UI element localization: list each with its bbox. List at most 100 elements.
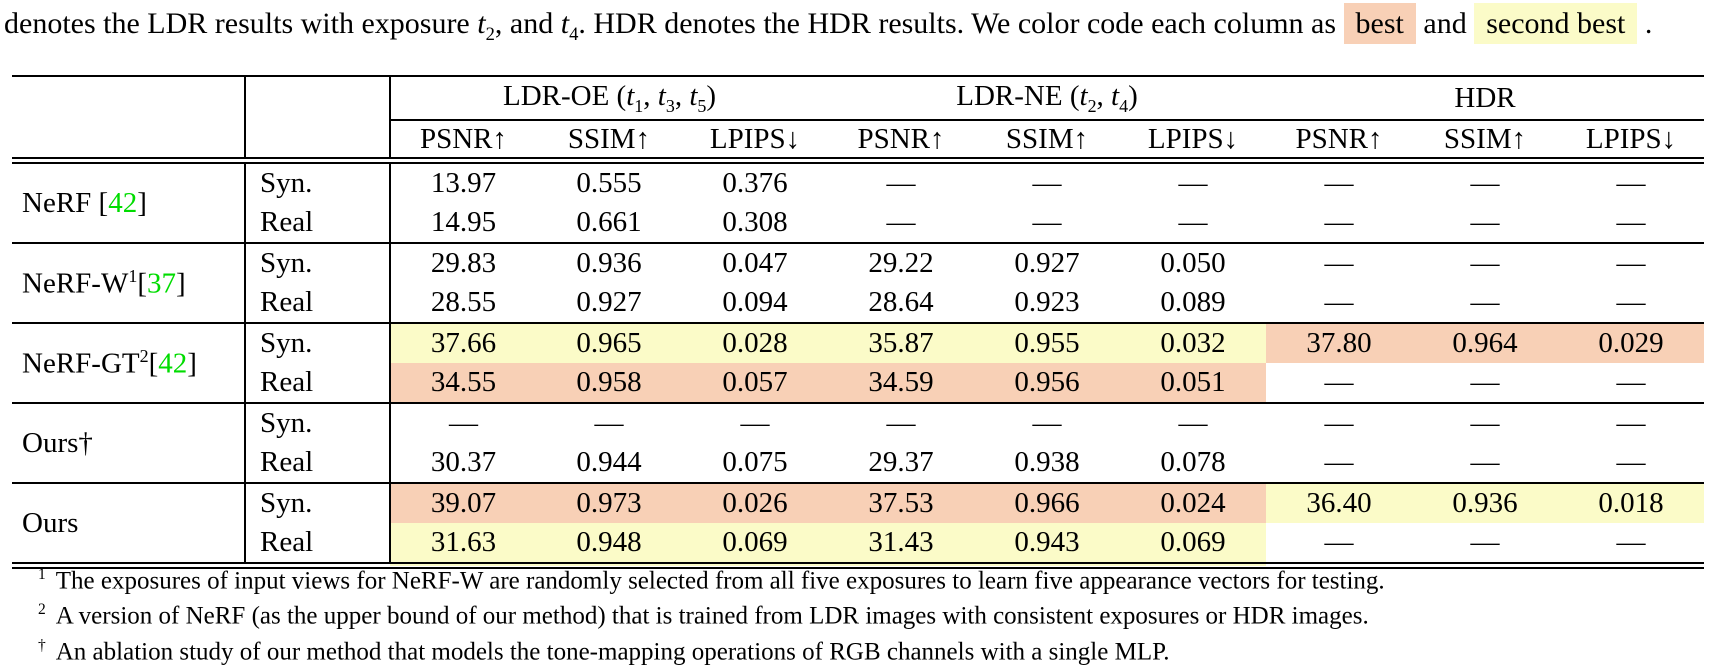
footnote: 2 A version of NeRF (as the upper bound o… (38, 595, 1385, 630)
metric-header: SSIM↑ (974, 120, 1121, 164)
text-run: , (1096, 79, 1112, 112)
value-cell: 0.376 (722, 167, 788, 199)
value-cell: — (1032, 167, 1062, 199)
value-cell: 0.661 (576, 206, 642, 238)
value-cell: 0.047 (682, 242, 829, 283)
value-cell: 34.59 (828, 363, 975, 403)
value-cell: 0.069 (682, 523, 829, 566)
math-variable: t (1079, 79, 1088, 112)
value-cell: 0.018 (1558, 482, 1705, 523)
footnote-text: The exposures of input views for NeRF-W … (55, 567, 1385, 595)
value-cell: 28.64 (868, 286, 934, 318)
value-cell: — (1178, 167, 1208, 199)
metric-header: SSIM↑ (536, 120, 682, 164)
subscript: 5 (697, 95, 707, 116)
value-cell: 0.936 (536, 242, 682, 283)
setting-cell: Syn. (245, 160, 391, 203)
header-corner-cell (12, 76, 246, 164)
value-cell: 37.80 (1266, 322, 1413, 363)
value-cell: — (886, 206, 916, 238)
value-cell: — (1470, 286, 1500, 318)
citation-number: 42 (158, 347, 188, 380)
value-cell: — (974, 402, 1121, 443)
value-cell: 0.075 (722, 446, 788, 478)
setting-cell: Real (245, 283, 391, 323)
text-run: LDR-OE ( (502, 79, 627, 112)
value-cell: 0.051 (1120, 363, 1267, 403)
text-run: ) (706, 79, 717, 112)
value-cell: — (1558, 242, 1705, 283)
footnote: 1 The exposures of input views for NeRF-W… (38, 560, 1385, 595)
value-cell: 0.936 (1412, 482, 1559, 523)
table-row: NeRF-W1[37] Syn. 29.83 0.936 0.047 29.22 0.927… (12, 242, 1705, 323)
value-cell: — (1616, 206, 1646, 238)
value-cell: 0.057 (682, 363, 829, 403)
value-cell: 0.555 (576, 167, 642, 199)
method-cell-nerf-gt: NeRF-GT2[42] (12, 322, 246, 403)
value-cell: 0.078 (1160, 446, 1226, 478)
column-group-ldr-ne: LDR-NE (t2, t4) (828, 76, 1267, 121)
value-cell: 0.050 (1120, 242, 1267, 283)
value-cell: 0.069 (1120, 523, 1267, 566)
metric-header: LPIPS↓ (1558, 120, 1705, 164)
footnotes: 1 The exposures of input views for NeRF-W… (38, 560, 1385, 666)
table-row: Real 30.37 0.944 0.075 29.37 0.938 0.078 — — — (12, 443, 1704, 483)
table-row: Real 14.95 0.661 0.308 — — — — — — (12, 203, 1704, 243)
setting-cell: Real (245, 363, 391, 403)
column-group-hdr: HDR (1266, 76, 1705, 121)
method-cell-nerf-w: NeRF-W1[37] (12, 242, 246, 323)
value-cell: 0.089 (1160, 286, 1226, 318)
value-cell: — (1616, 446, 1646, 478)
method-cell-ours-dagger: Ours† (12, 402, 246, 483)
best-highlight: best (1343, 3, 1416, 44)
value-cell: 0.938 (1014, 446, 1080, 478)
metric-header-row: PSNR↑ SSIM↑ LPIPS↓ PSNR↑ SSIM↑ LPIPS↓ PSNR↑ SSI… (12, 120, 1705, 164)
value-cell: — (1470, 167, 1500, 199)
value-cell: 0.026 (682, 482, 829, 523)
table-row: Real 31.63 0.948 0.069 31.43 0.943 0.069— — — (12, 523, 1704, 566)
value-cell: 35.87 (828, 322, 975, 363)
table-caption: denotes the LDR results with exposure t2… (4, 3, 1652, 55)
footnote-text: An ablation study of our method that mod… (55, 637, 1170, 665)
text-run: HDR (1454, 81, 1516, 114)
text-run: NeRF-GT (22, 347, 140, 380)
citation-number: 42 (108, 186, 138, 219)
second-best-highlight: second best (1474, 3, 1638, 44)
superscript: 2 (139, 345, 149, 366)
footnote-marker: 2 (38, 601, 46, 619)
value-cell: 0.943 (974, 523, 1121, 566)
table-row: Real 34.55 0.958 0.057 34.59 0.956 0.051 — — — (12, 363, 1704, 403)
value-cell: — (1120, 402, 1267, 443)
value-cell: 0.956 (974, 363, 1121, 403)
value-cell: — (1616, 366, 1646, 398)
subscript: 2 (485, 24, 495, 45)
value-cell: — (390, 402, 536, 443)
setting-cell: Syn. (245, 242, 391, 283)
text-run: ] (175, 267, 186, 300)
setting-cell: Syn. (245, 402, 391, 443)
text-run: Ours (22, 506, 79, 539)
math-variable: t (560, 7, 570, 40)
value-cell: 14.95 (430, 206, 497, 238)
text-run: ] (187, 347, 197, 380)
value-cell: — (1324, 167, 1354, 199)
math-variable: t (1111, 79, 1120, 112)
value-cell: — (1178, 206, 1208, 238)
value-cell: 29.22 (828, 242, 975, 283)
value-cell: — (1324, 526, 1354, 558)
setting-cell: Real (245, 443, 391, 483)
setting-cell: Syn. (245, 322, 391, 363)
value-cell: 0.964 (1412, 322, 1559, 363)
text-run: , (643, 79, 658, 112)
text-run: , and (494, 7, 561, 40)
value-cell: 37.53 (828, 482, 975, 523)
value-cell: 34.55 (390, 363, 536, 403)
subscript: 2 (1087, 95, 1097, 116)
footnote-text: A version of NeRF (as the upper bound of… (55, 602, 1369, 630)
value-cell: 29.83 (390, 242, 536, 283)
math-variable: t (689, 79, 698, 112)
table-row: NeRF-GT2[42] Syn. 37.66 0.965 0.028 35.87 0.95… (12, 322, 1705, 403)
metric-header: PSNR↑ (828, 120, 975, 164)
value-cell: 28.55 (430, 286, 497, 318)
value-cell: — (1470, 526, 1500, 558)
